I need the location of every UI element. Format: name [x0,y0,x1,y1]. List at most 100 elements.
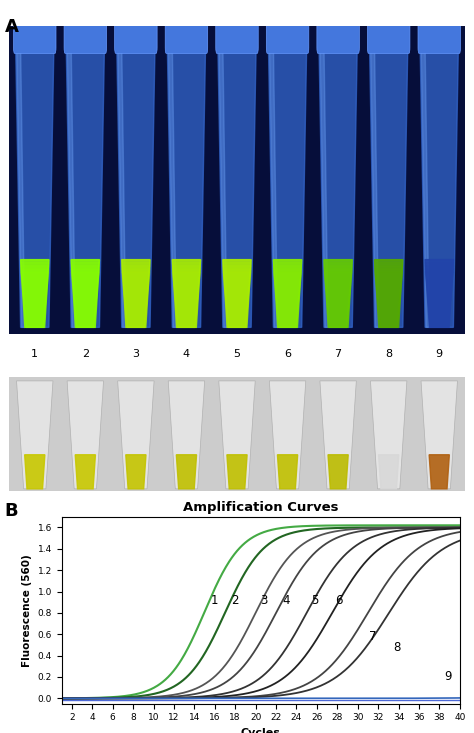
FancyBboxPatch shape [14,10,56,54]
Text: 7: 7 [335,349,342,359]
Polygon shape [66,41,105,328]
Polygon shape [122,272,150,328]
Polygon shape [168,381,205,489]
Polygon shape [429,454,449,489]
Text: 2: 2 [82,349,89,359]
Polygon shape [425,269,454,328]
Polygon shape [117,41,155,328]
Polygon shape [126,454,146,489]
FancyBboxPatch shape [165,10,208,54]
Polygon shape [172,269,201,328]
Polygon shape [71,269,100,328]
Text: 5: 5 [234,349,240,359]
Polygon shape [371,41,379,328]
Polygon shape [324,269,352,328]
Text: 3: 3 [260,594,267,607]
Polygon shape [71,262,100,328]
Text: B: B [5,502,18,520]
Polygon shape [172,259,201,328]
Polygon shape [20,272,49,328]
Polygon shape [371,381,407,489]
Polygon shape [227,454,247,489]
Polygon shape [320,41,328,328]
Polygon shape [71,259,100,328]
Polygon shape [71,259,100,328]
Polygon shape [20,259,49,328]
Polygon shape [168,41,176,328]
Polygon shape [324,272,352,328]
Polygon shape [425,259,454,328]
Polygon shape [67,41,75,328]
Polygon shape [374,266,403,328]
Polygon shape [273,259,302,328]
Polygon shape [16,41,54,328]
Text: 9: 9 [436,349,443,359]
Polygon shape [167,41,206,328]
Polygon shape [20,266,49,328]
Title: Amplification Curves: Amplification Curves [183,501,338,515]
Text: 9: 9 [444,671,451,683]
Polygon shape [118,41,126,328]
Polygon shape [320,381,356,489]
Polygon shape [374,272,403,328]
Polygon shape [273,259,302,328]
Polygon shape [172,259,201,328]
Polygon shape [425,272,454,328]
Text: 3: 3 [132,349,139,359]
FancyBboxPatch shape [115,10,157,54]
Text: 8: 8 [385,349,392,359]
Polygon shape [176,454,197,489]
Polygon shape [122,259,150,328]
Polygon shape [420,41,458,328]
Polygon shape [374,269,403,328]
Polygon shape [118,381,154,489]
Text: 5: 5 [311,594,319,607]
Polygon shape [122,259,150,328]
X-axis label: Cycles: Cycles [241,728,281,733]
Polygon shape [273,266,302,328]
Text: 2: 2 [231,594,239,607]
Text: 6: 6 [336,594,343,607]
Polygon shape [319,41,357,328]
Polygon shape [219,381,255,489]
FancyBboxPatch shape [367,10,410,54]
Polygon shape [67,381,103,489]
Polygon shape [122,269,150,328]
Polygon shape [379,454,399,489]
Polygon shape [223,269,251,328]
Polygon shape [324,259,352,328]
Polygon shape [223,259,251,328]
Polygon shape [328,454,348,489]
Polygon shape [20,259,49,328]
Polygon shape [25,454,45,489]
Polygon shape [122,262,150,328]
FancyBboxPatch shape [266,10,309,54]
Polygon shape [71,272,100,328]
Polygon shape [269,381,306,489]
Polygon shape [277,454,298,489]
Polygon shape [421,41,429,328]
Text: 4: 4 [183,349,190,359]
Polygon shape [269,41,277,328]
FancyBboxPatch shape [317,10,359,54]
Polygon shape [122,266,150,328]
Polygon shape [218,41,256,328]
Polygon shape [223,259,251,328]
FancyBboxPatch shape [64,10,107,54]
Text: 1: 1 [211,594,219,607]
Polygon shape [324,266,352,328]
Polygon shape [223,272,251,328]
Polygon shape [20,269,49,328]
Polygon shape [374,262,403,328]
Polygon shape [425,266,454,328]
Polygon shape [273,262,302,328]
Polygon shape [324,262,352,328]
Polygon shape [268,41,307,328]
Text: 6: 6 [284,349,291,359]
Polygon shape [324,259,352,328]
Polygon shape [223,262,251,328]
Text: 8: 8 [393,641,400,654]
Polygon shape [75,454,95,489]
Polygon shape [425,262,454,328]
Text: 1: 1 [31,349,38,359]
